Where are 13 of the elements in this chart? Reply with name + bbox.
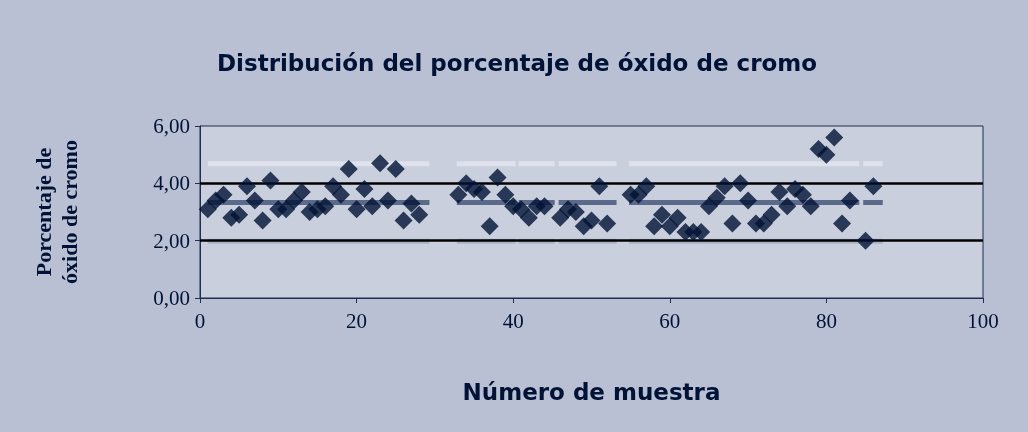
x-tick-label: 60 <box>659 308 681 333</box>
x-tick-label: 100 <box>967 308 999 333</box>
y-tick-label: 0,00 <box>153 286 190 310</box>
y-tick-label: 2,00 <box>153 228 190 253</box>
y-axis-title: Porcentaje de óxido de cromo <box>30 140 82 284</box>
x-tick-label: 40 <box>502 308 524 333</box>
x-tick-label: 0 <box>194 308 206 333</box>
x-axis-title: Número de muestra <box>462 378 721 405</box>
y-tick-label: 4,00 <box>153 171 190 196</box>
chart-title: Distribución del porcentaje de óxido de cromo <box>216 49 818 76</box>
y-tick-label: 6,00 <box>153 114 190 138</box>
x-tick-label: 20 <box>346 308 368 333</box>
x-tick-label: 80 <box>815 308 837 333</box>
